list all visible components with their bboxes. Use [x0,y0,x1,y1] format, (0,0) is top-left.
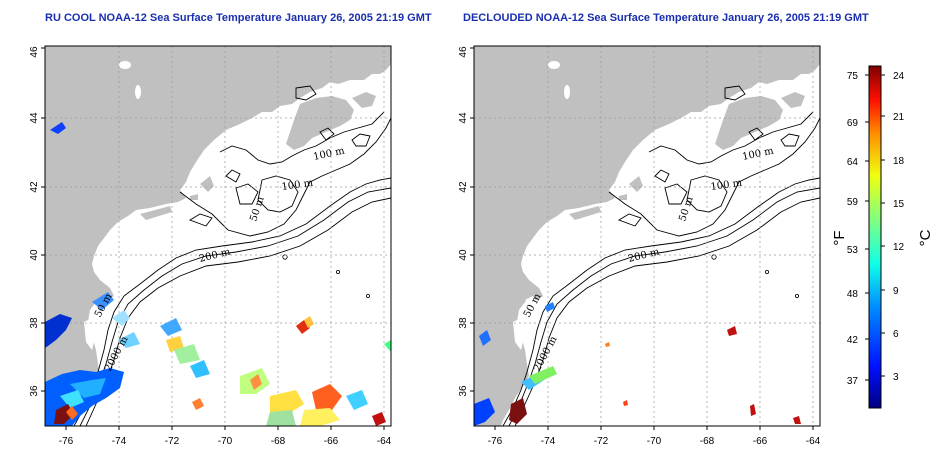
fahrenheit-tick: 42 [847,335,859,346]
fahrenheit-label: °F [831,230,848,245]
lon-tick-label: -76 [59,436,74,447]
lat-tick-label: 42 [458,181,469,193]
fahrenheit-tick: 48 [847,289,859,300]
left-sst-patches [45,122,391,426]
celsius-tick: 9 [893,286,899,297]
left-map: 100 m 100 m 50 m 200 m 50 m 2000 m 36 38… [29,45,392,447]
left-lat-ticks: 36 38 40 42 44 46 [29,46,45,397]
celsius-tick: 21 [893,112,905,123]
lon-tick-label: -74 [541,436,556,447]
lon-tick-label: -72 [594,436,609,447]
lat-tick-label: 36 [458,385,469,397]
lat-tick-label: 44 [29,112,40,124]
right-lat-ticks: 36 38 40 42 44 46 [458,46,474,397]
contour-label-100m: 100 m [710,178,743,193]
lon-tick-label: -74 [112,436,127,447]
lon-tick-label: -66 [753,436,768,447]
lon-tick-label: -70 [647,436,662,447]
colorbar-gradient [868,65,882,409]
right-sst-patches [474,302,801,426]
lon-tick-label: -64 [377,436,392,447]
celsius-label: °C [917,229,934,246]
fahrenheit-tick: 64 [847,157,859,168]
fahrenheit-tick: 59 [847,197,859,208]
lat-tick-label: 38 [29,317,40,329]
lat-tick-label: 36 [29,385,40,397]
celsius-tick: 24 [893,71,905,82]
celsius-tick: 6 [893,329,899,340]
lon-tick-label: -76 [488,436,503,447]
lat-tick-label: 38 [458,317,469,329]
right-map: 100 m 100 m 50 m 200 m 50 m 2000 m 36 38… [458,45,821,447]
lat-tick-label: 46 [29,46,40,58]
lat-tick-label: 40 [458,249,469,261]
celsius-tick: 18 [893,156,905,167]
lon-tick-label: -68 [271,436,286,447]
lon-tick-label: -72 [165,436,180,447]
lat-tick-label: 40 [29,249,40,261]
left-panel-title: RU COOL NOAA-12 Sea Surface Temperature … [45,12,432,24]
lat-tick-label: 42 [29,181,40,193]
celsius-tick: 15 [893,199,905,210]
fahrenheit-tick: 37 [847,376,859,387]
lon-tick-label: -70 [218,436,233,447]
lat-tick-label: 46 [458,46,469,58]
lat-tick-label: 44 [458,112,469,124]
lon-tick-label: -68 [700,436,715,447]
fahrenheit-tick: 53 [847,245,859,256]
colorbar: 75 69 64 59 53 48 42 37 24 21 18 15 12 9… [831,65,934,409]
fahrenheit-tick: 69 [847,118,859,129]
left-map-frame [44,45,392,427]
contour-label-100m: 100 m [281,178,314,193]
lon-tick-label: -66 [324,436,339,447]
right-map-frame [473,45,821,427]
left-lon-ticks: -76 -74 -72 -70 -68 -66 -64 [59,426,392,447]
right-lon-ticks: -76 -74 -72 -70 -68 -66 -64 [488,426,821,447]
celsius-tick: 3 [893,372,899,383]
fahrenheit-tick: 75 [847,71,859,82]
right-panel-title: DECLOUDED NOAA-12 Sea Surface Temperatur… [463,12,869,24]
lon-tick-label: -64 [806,436,821,447]
celsius-tick: 12 [893,242,905,253]
